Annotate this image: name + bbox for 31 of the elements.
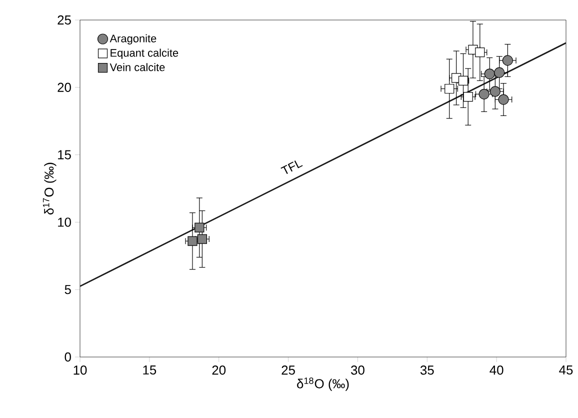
x-tick-label: 45 (559, 366, 573, 375)
point (484, 68, 495, 80)
x-tick-label: 10 (74, 366, 87, 375)
point (494, 67, 505, 78)
x-tick-label: 40 (490, 366, 504, 375)
legend-label: Aragonite (110, 34, 156, 44)
y-tick-label: 0 (64, 352, 71, 362)
y-tick-label: 20 (58, 82, 71, 92)
x-tick-label: 15 (143, 366, 156, 375)
annotation: TFL (280, 160, 303, 174)
point (197, 234, 207, 244)
legend-label: Vein calcite (110, 63, 165, 72)
point (502, 55, 513, 66)
point (444, 84, 454, 94)
point (498, 94, 509, 105)
y-tick-label: 25 (58, 15, 71, 25)
x-tick-label: 20 (212, 366, 226, 375)
point (188, 236, 198, 246)
y-tick-label: 5 (64, 285, 71, 294)
y-tick-label: 10 (58, 218, 71, 227)
x-axis-title: δ$^{18}$O (‰) (297, 378, 349, 391)
y-tick-label: 15 (58, 150, 71, 160)
point (194, 222, 204, 232)
x-tick-label: 35 (420, 366, 434, 375)
x-tick-label: 25 (282, 366, 295, 375)
x-tick-label: 30 (351, 366, 364, 375)
point (463, 92, 473, 102)
point (478, 88, 490, 100)
legend-label: Equant calcite (110, 48, 178, 59)
y-axis-title: δ$^{17}$O (‰) (42, 162, 56, 214)
point (490, 86, 500, 97)
